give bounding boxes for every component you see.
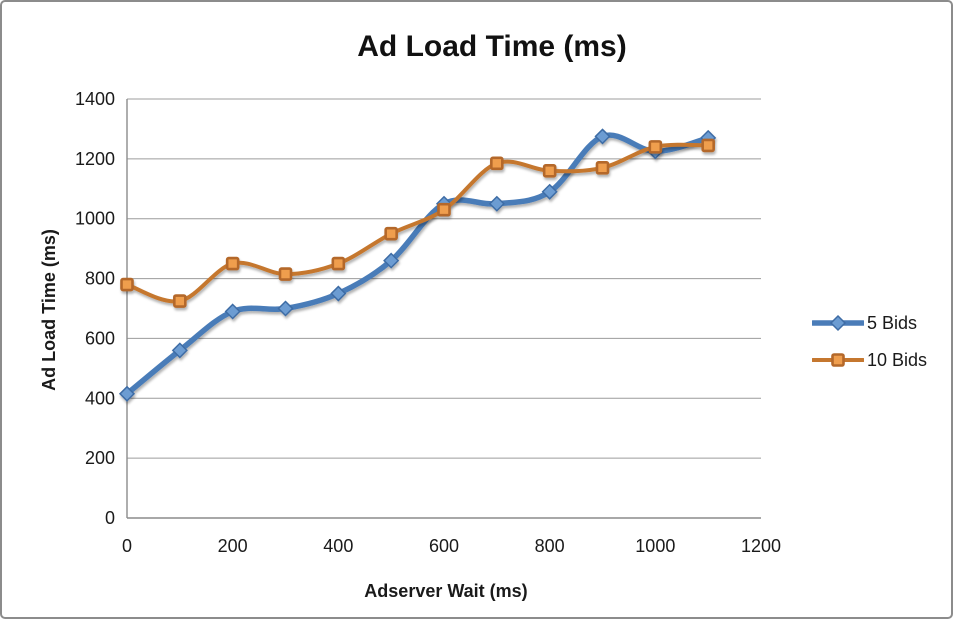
square-marker-icon <box>120 277 134 292</box>
diamond-marker-icon <box>171 342 188 359</box>
square-marker-icon <box>331 256 346 271</box>
x-tick-label-0: 0 <box>122 536 132 556</box>
diamond-marker-icon <box>277 300 294 317</box>
diamond-marker-icon <box>488 195 505 212</box>
diamond-marker-icon <box>330 285 347 302</box>
y-tick-label-600: 600 <box>85 328 115 348</box>
square-marker-icon <box>278 267 293 281</box>
x-tick-label-1200: 1200 <box>741 536 781 556</box>
square-marker-icon <box>437 202 451 217</box>
square-marker-icon <box>490 156 504 171</box>
x-tick-label-200: 200 <box>218 536 248 556</box>
square-marker-icon <box>173 294 187 308</box>
y-tick-label-800: 800 <box>85 269 115 289</box>
y-axis-title: Ad Load Time (ms) <box>39 229 59 391</box>
square-marker-icon <box>384 226 398 241</box>
square-marker-icon <box>542 164 557 178</box>
square-marker-icon <box>225 256 240 271</box>
legend-item-10-bids: 10 Bids <box>811 348 928 372</box>
diamond-marker-icon <box>118 385 136 402</box>
square-marker-icon <box>831 353 845 367</box>
y-tick-label-1200: 1200 <box>75 149 115 169</box>
chart-title: Ad Load Time (ms) <box>357 30 627 63</box>
x-tick-label-400: 400 <box>323 536 353 556</box>
x-axis-title: Adserver Wait (ms) <box>364 581 528 601</box>
series-5-bids <box>118 128 717 402</box>
y-tick-label-200: 200 <box>85 448 115 468</box>
y-tick-label-1000: 1000 <box>75 209 115 229</box>
series-line <box>124 132 711 397</box>
y-tick-label-1400: 1400 <box>75 89 115 109</box>
legend: 5 Bids 10 Bids <box>810 311 928 385</box>
legend-label-10-bids: 10 Bids <box>867 349 928 370</box>
series-line <box>125 142 711 304</box>
diamond-marker-icon <box>541 183 558 200</box>
x-tick-label-800: 800 <box>535 536 565 556</box>
legend-label-5-bids: 5 Bids <box>867 312 918 333</box>
legend-marker-10-bids-icon <box>811 351 865 369</box>
square-marker-icon <box>595 161 610 175</box>
diamond-marker-icon <box>224 303 241 320</box>
x-tick-label-600: 600 <box>429 536 459 556</box>
legend-swatch-svg <box>811 353 865 367</box>
series-10-bids <box>120 138 715 308</box>
legend-swatch-svg <box>810 314 866 332</box>
square-marker-icon <box>648 140 663 154</box>
legend-item-5-bids: 5 Bids <box>810 311 927 335</box>
y-tick-label-400: 400 <box>85 388 115 408</box>
square-marker-icon <box>701 138 715 153</box>
x-tick-label-1000: 1000 <box>635 536 675 556</box>
diamond-marker-icon <box>594 128 611 145</box>
y-tick-label-0: 0 <box>105 508 115 528</box>
diamond-marker-icon <box>383 252 400 269</box>
legend-marker-5-bids-icon <box>810 314 866 332</box>
diamond-marker-icon <box>829 314 847 332</box>
